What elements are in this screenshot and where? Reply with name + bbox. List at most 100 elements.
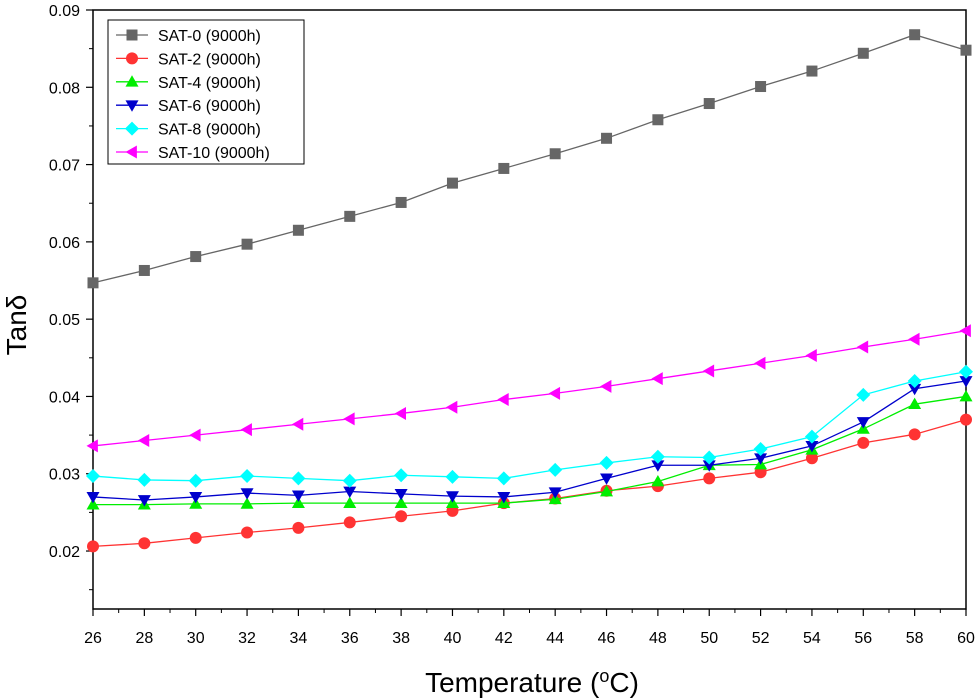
data-point bbox=[549, 148, 561, 160]
legend-label: SAT-4 (9000h) bbox=[158, 75, 261, 92]
series-layer bbox=[86, 29, 973, 553]
x-tick-label: 50 bbox=[700, 630, 718, 647]
data-point bbox=[908, 428, 921, 441]
x-axis-title: Temperature (oC) bbox=[425, 666, 639, 698]
data-point bbox=[600, 473, 614, 485]
data-point bbox=[395, 196, 407, 208]
data-point bbox=[292, 521, 305, 534]
data-point bbox=[87, 277, 99, 289]
data-point bbox=[291, 490, 305, 502]
data-point bbox=[291, 417, 304, 431]
legend-item: SAT-8 (9000h) bbox=[116, 121, 261, 139]
data-point bbox=[138, 537, 151, 550]
data-point bbox=[805, 348, 817, 362]
y-tick-label: 0.06 bbox=[49, 235, 80, 252]
data-point bbox=[190, 251, 202, 263]
data-point bbox=[240, 423, 252, 437]
data-point bbox=[395, 510, 408, 523]
legend-marker bbox=[125, 100, 139, 112]
data-point bbox=[856, 387, 871, 402]
data-point bbox=[600, 379, 612, 393]
data-point bbox=[137, 495, 151, 507]
data-point bbox=[343, 496, 357, 508]
data-point bbox=[651, 460, 665, 472]
axes: 26 28 30 32 34 36 38 40 42 44 46 48 50 52 54 56 58 60 0.02… bbox=[49, 3, 975, 647]
data-point bbox=[394, 468, 409, 483]
data-point bbox=[652, 114, 664, 126]
y-tick-label: 0.07 bbox=[49, 158, 80, 175]
data-point bbox=[189, 531, 202, 544]
data-point bbox=[548, 462, 563, 477]
data-point bbox=[394, 406, 406, 420]
data-point bbox=[291, 496, 305, 508]
y-axis-title: Tanδ bbox=[1, 295, 32, 356]
x-tick-label: 34 bbox=[290, 630, 308, 647]
data-point bbox=[86, 469, 100, 484]
data-point bbox=[857, 47, 869, 59]
data-point bbox=[857, 436, 870, 449]
series-line bbox=[92, 371, 967, 482]
data-point bbox=[856, 417, 870, 429]
series-1 bbox=[87, 413, 972, 553]
data-point bbox=[86, 498, 100, 510]
data-point bbox=[548, 386, 561, 400]
series-3 bbox=[86, 376, 973, 507]
series-4 bbox=[86, 364, 973, 488]
legend-box bbox=[107, 19, 305, 165]
data-point bbox=[138, 264, 150, 276]
data-point bbox=[343, 486, 357, 499]
x-tick-label: 44 bbox=[546, 630, 564, 647]
x-axis-title-suffix: C) bbox=[609, 667, 639, 698]
x-tick-label: 26 bbox=[84, 630, 102, 647]
legend-item: SAT-4 (9000h) bbox=[116, 75, 261, 92]
data-point bbox=[188, 473, 203, 488]
data-point bbox=[87, 540, 99, 553]
x-tick-label: 46 bbox=[598, 630, 616, 647]
series-line bbox=[93, 395, 967, 506]
legend-label: SAT-0 (9000h) bbox=[158, 28, 261, 45]
data-point bbox=[240, 497, 254, 509]
data-point bbox=[959, 364, 973, 379]
x-tick-label: 28 bbox=[135, 630, 153, 647]
series-line bbox=[92, 34, 967, 284]
y-tick-label: 0.05 bbox=[49, 312, 80, 329]
data-point bbox=[86, 439, 98, 453]
legend-marker bbox=[125, 121, 139, 136]
data-point bbox=[703, 98, 715, 110]
data-point bbox=[651, 372, 663, 386]
legend-item: SAT-2 (9000h) bbox=[116, 51, 261, 68]
data-point bbox=[189, 492, 203, 504]
legend: SAT-0 (9000h) SAT-2 (9000h) SAT-4 (9000h) S… bbox=[107, 19, 305, 165]
data-point bbox=[498, 162, 510, 174]
data-point bbox=[959, 389, 973, 402]
x-tick-label: 52 bbox=[752, 630, 770, 647]
y-tick-label: 0.09 bbox=[49, 3, 80, 20]
series-5 bbox=[86, 324, 971, 453]
data-point bbox=[702, 364, 715, 378]
data-point bbox=[445, 491, 459, 503]
data-point bbox=[137, 434, 150, 448]
data-point bbox=[394, 488, 408, 501]
data-point bbox=[548, 487, 562, 499]
legend-item: SAT-0 (9000h) bbox=[116, 28, 261, 45]
data-point bbox=[292, 224, 304, 236]
data-point bbox=[909, 29, 921, 41]
data-point bbox=[343, 412, 355, 426]
x-axis-title-main: Temperature ( bbox=[425, 667, 600, 698]
data-point bbox=[599, 455, 614, 470]
data-point bbox=[754, 453, 768, 465]
series-line bbox=[92, 380, 967, 501]
data-point bbox=[960, 44, 972, 56]
data-point bbox=[753, 442, 768, 457]
data-point bbox=[805, 452, 818, 465]
x-tick-label: 42 bbox=[495, 630, 513, 647]
y-tick-label: 0.08 bbox=[49, 80, 80, 97]
data-point bbox=[240, 488, 254, 500]
data-point bbox=[394, 496, 408, 508]
x-tick-label: 48 bbox=[649, 630, 667, 647]
x-tick-label: 40 bbox=[444, 630, 462, 647]
data-point bbox=[702, 460, 716, 472]
x-tick-label: 58 bbox=[906, 630, 924, 647]
data-point bbox=[445, 469, 460, 484]
